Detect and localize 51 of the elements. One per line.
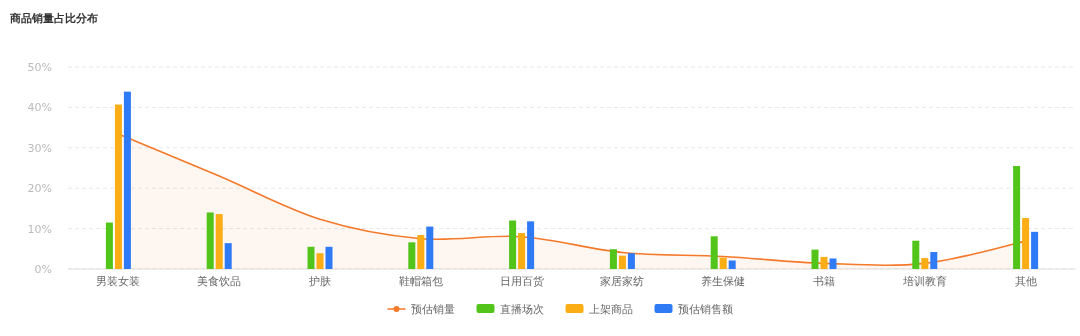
bar [518, 233, 526, 269]
bar [206, 212, 214, 269]
y-tick-label: 10% [27, 222, 52, 236]
legend-label: 直播场次 [499, 303, 544, 316]
bar [426, 226, 434, 269]
x-tick-label: 鞋帽箱包 [398, 275, 443, 288]
x-tick-label: 日用百货 [499, 275, 544, 288]
bar [930, 252, 938, 269]
bar [307, 246, 315, 269]
bar [728, 260, 736, 269]
chart-title: 商品销量占比分布 [9, 12, 98, 25]
legend-label: 上架商品 [588, 303, 633, 316]
x-tick-label: 美食饮品 [197, 275, 242, 288]
bar [618, 255, 626, 269]
bar [811, 249, 819, 269]
x-tick-label: 护肤 [308, 275, 331, 288]
bar [123, 91, 131, 269]
x-tick-label: 其他 [1014, 275, 1037, 288]
bar [215, 214, 223, 269]
bar [316, 253, 324, 269]
bar [509, 220, 517, 269]
bar [1031, 231, 1039, 269]
legend-label: 预估销量 [410, 303, 455, 316]
y-tick-label: 0% [34, 263, 52, 276]
y-tick-label: 50% [27, 61, 52, 74]
bar [1013, 165, 1021, 269]
bar [710, 236, 718, 269]
bar [417, 235, 425, 269]
bar [627, 253, 635, 269]
y-tick-label: 30% [27, 141, 52, 155]
bar [527, 221, 535, 269]
bar [719, 257, 727, 269]
x-tick-label: 男装女装 [96, 275, 141, 288]
bar [829, 258, 837, 269]
y-tick-label: 40% [27, 101, 52, 115]
x-tick-label: 养生保健 [701, 275, 746, 288]
bar [921, 258, 929, 269]
x-tick-label: 家居家纺 [600, 275, 645, 288]
y-tick-label: 20% [27, 182, 52, 196]
bar [105, 222, 113, 269]
bar [820, 256, 828, 269]
bar [224, 243, 232, 269]
bar [912, 240, 920, 269]
legend-label: 预估销售额 [677, 303, 733, 316]
x-tick-label: 培训教育 [901, 275, 947, 288]
bar [609, 249, 617, 269]
bar [408, 242, 416, 269]
x-tick-label: 书籍 [813, 275, 835, 288]
bar [1022, 218, 1030, 269]
bar [114, 104, 122, 269]
bar [325, 246, 333, 269]
